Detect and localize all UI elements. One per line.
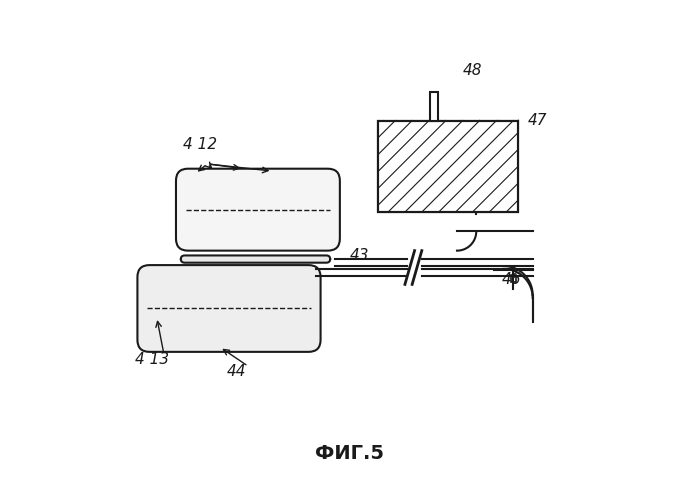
Text: 46: 46 (501, 272, 521, 287)
Text: 48: 48 (463, 63, 482, 78)
Text: 4 12: 4 12 (183, 137, 217, 152)
FancyBboxPatch shape (176, 169, 340, 251)
Text: ФИГ.5: ФИГ.5 (315, 443, 384, 463)
Text: 43: 43 (350, 248, 369, 263)
Text: 47: 47 (528, 113, 547, 128)
FancyBboxPatch shape (138, 265, 321, 352)
Bar (431, 92, 438, 120)
Bar (511, 275, 516, 282)
Bar (378, 120, 518, 212)
Text: 44: 44 (226, 364, 246, 379)
Text: 4 13: 4 13 (135, 352, 169, 367)
FancyBboxPatch shape (181, 255, 330, 263)
Bar (378, 120, 518, 212)
Bar (378, 120, 518, 212)
